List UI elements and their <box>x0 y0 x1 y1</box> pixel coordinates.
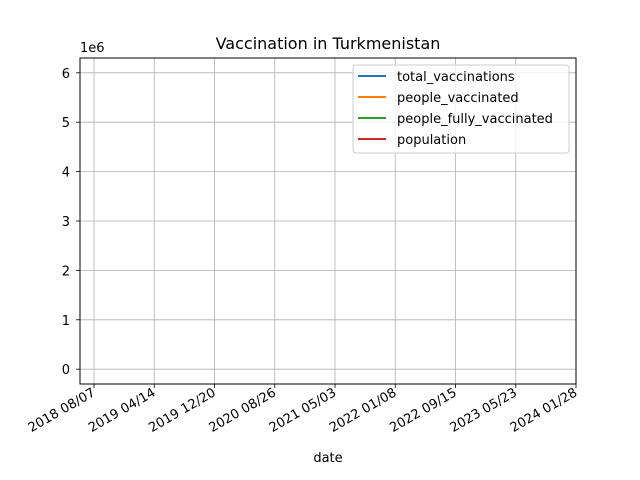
grid-layer <box>80 58 577 384</box>
x-tick-label: 2020 08/26 <box>207 385 279 435</box>
y-tick-label: 1 <box>62 314 70 329</box>
y-tick-label: 6 <box>62 67 70 82</box>
y-axis: 0 1 2 3 4 5 6 <box>62 67 80 378</box>
y-tick-label: 5 <box>62 116 70 131</box>
x-tick-label: 2021 05/03 <box>267 385 339 435</box>
legend-entry: people_vaccinated <box>397 91 519 106</box>
legend-entry: total_vaccinations <box>397 70 515 85</box>
y-axis-offset-label: 1e6 <box>80 41 105 56</box>
y-tick-label: 0 <box>62 363 70 378</box>
x-tick-label: 2023 05/23 <box>448 385 520 435</box>
x-tick-label: 2022 01/08 <box>327 385 399 435</box>
x-tick-label: 2022 09/15 <box>387 385 459 435</box>
legend-entry: people_fully_vaccinated <box>397 112 553 127</box>
y-tick-label: 3 <box>62 215 70 230</box>
y-tick-label: 2 <box>62 264 70 279</box>
legend-box <box>352 64 570 154</box>
x-tick-label: 2019 04/14 <box>86 385 158 435</box>
x-tick-label: 2024 01/28 <box>508 385 580 435</box>
x-tick-label: 2019 12/20 <box>146 385 218 435</box>
y-tick-label: 4 <box>62 166 70 181</box>
legend-entry: population <box>397 133 466 148</box>
legend: total_vaccinations people_vaccinatedpeopl… <box>352 64 570 154</box>
x-tick-label: 2018 08/07 <box>26 385 98 435</box>
chart-title: Vaccination in Turkmenistan <box>216 34 441 53</box>
x-axis-label: date <box>313 451 342 466</box>
